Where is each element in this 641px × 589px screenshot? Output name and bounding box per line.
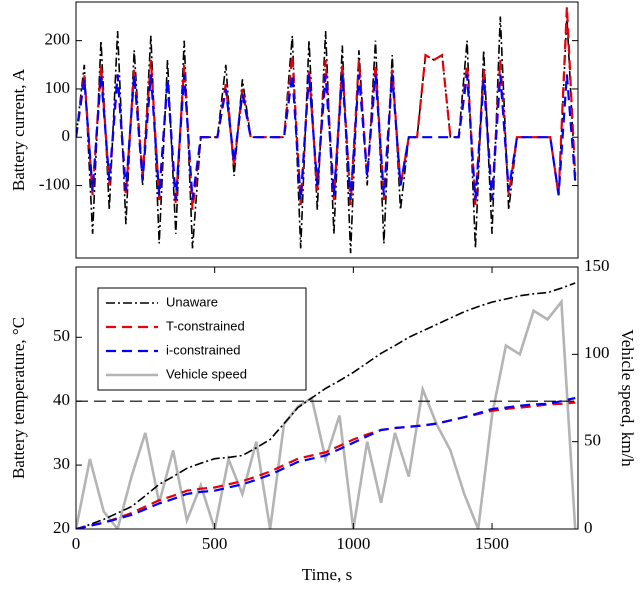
y-tick-label: 200 [45, 30, 71, 49]
y-tick-label: 20 [53, 518, 70, 537]
axes-box [75, 266, 579, 530]
axes-box [75, 1, 579, 259]
legend-label: Vehicle speed [166, 366, 247, 381]
legend-label: Unaware [166, 294, 218, 309]
data-line [76, 74, 577, 201]
y-tick-label: 30 [53, 454, 70, 473]
data-line [76, 282, 576, 529]
y2-tick-label: 100 [584, 343, 610, 362]
plot-area [76, 6, 577, 254]
y-tick-label: 100 [45, 78, 71, 97]
data-line [76, 16, 576, 254]
y-tick-label: 0 [62, 126, 71, 145]
x-tick-label: 1000 [336, 534, 370, 553]
y2-axis-label: Vehicle speed, km/h [618, 329, 637, 467]
plot-area [76, 282, 578, 529]
legend: Unaware T-constrained i-constrained Vehicle… [97, 287, 307, 391]
x-tick-label: 500 [202, 534, 228, 553]
y-tick-label: 40 [53, 390, 70, 409]
data-line [76, 401, 576, 529]
legend-label: i-constrained [166, 342, 240, 357]
y2-tick-label: 0 [584, 518, 593, 537]
y2-tick-label: 150 [584, 256, 610, 275]
x-axis-label: Time, s [302, 565, 352, 584]
data-line [76, 396, 576, 529]
y-axis-label: Battery temperature, °C [9, 317, 28, 479]
y-tick-label: -100 [39, 174, 70, 193]
y-tick-label: 50 [53, 326, 70, 345]
x-tick-label: 0 [72, 534, 81, 553]
x-tick-label: 1500 [475, 534, 509, 553]
y2-tick-label: 50 [584, 431, 601, 450]
legend-label: T-constrained [166, 318, 245, 333]
legend-box [97, 287, 307, 391]
y-axis-label: Battery current, A [9, 68, 28, 191]
